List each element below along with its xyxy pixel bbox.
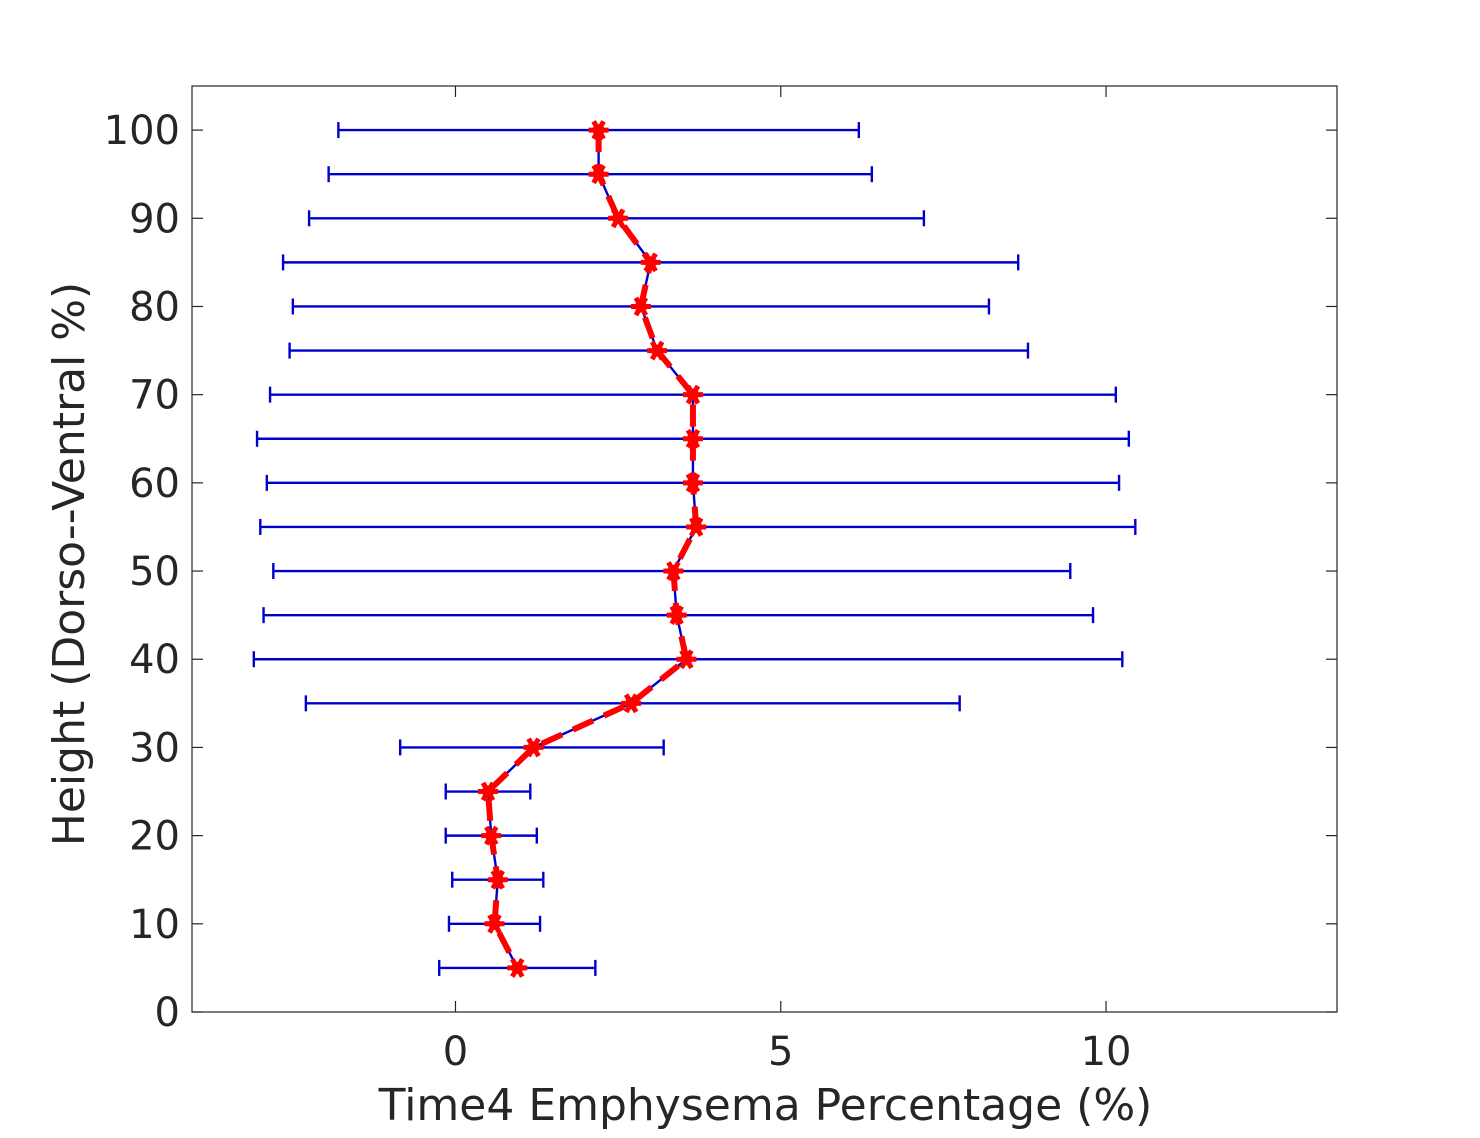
marker-core [680,653,693,666]
data-point-marker [676,649,697,670]
data-point-marker [682,384,703,405]
data-point-marker [647,340,668,361]
data-point-marker [666,605,687,626]
marker-core [625,697,638,710]
y-tick-label: 70 [129,373,180,419]
marker-core [634,300,647,313]
x-tick-label: 10 [1081,1029,1132,1075]
data-point-marker [484,913,505,934]
marker-core [670,609,683,622]
y-tick-label: 60 [129,461,180,507]
data-point-marker [487,869,508,890]
marker-core [651,344,664,357]
y-tick-label: 100 [104,108,180,154]
data-point-marker [478,781,499,802]
marker-core [491,873,504,886]
marker-core [485,829,498,842]
marker-core [488,917,501,930]
data-point-marker [588,120,609,141]
y-tick-label: 80 [129,284,180,330]
data-point-marker [663,561,684,581]
y-tick-label: 10 [129,902,180,948]
marker-core [686,476,699,489]
data-point-marker [682,472,703,493]
data-point-marker [481,825,502,846]
data-point-marker [621,693,642,714]
x-tick-label: 5 [768,1029,793,1075]
data-point-marker [640,252,661,273]
plot-frame [191,85,1338,1013]
data-point-marker [588,164,609,185]
tick-labels: 0 10 20 30 40 50 60 70 80 90 100 0 5 10 [104,108,1132,1075]
data-point-marker [507,957,528,978]
plot-area [192,86,1337,1012]
y-tick-label: 40 [129,637,180,683]
marker-core [612,212,625,225]
marker-core [686,388,699,401]
data-markers [478,120,707,978]
data-point-marker [630,296,651,317]
marker-core [686,432,699,445]
marker-core [592,168,605,181]
marker-core [511,961,524,974]
data-point-marker [682,428,703,449]
x-axis-title: Time4 Emphysema Percentage (%) [378,1080,1153,1131]
data-point-marker [686,517,707,537]
y-tick-label: 30 [129,725,180,771]
y-tick-label: 0 [155,990,180,1036]
marker-core [644,256,657,269]
data-point-marker [608,208,629,229]
y-tick-label: 50 [129,549,180,595]
y-tick-label: 20 [129,814,180,860]
y-tick-label: 90 [129,196,180,242]
marker-core [527,741,540,754]
marker-core [667,565,680,578]
marker-core [690,520,703,533]
axis-ticks [192,86,1337,1013]
y-axis-title: Height (Dorso--Ventral %) [44,282,95,846]
marker-core [482,785,495,798]
marker-core [592,124,605,137]
data-point-marker [523,737,544,758]
x-tick-label: 0 [443,1029,468,1075]
